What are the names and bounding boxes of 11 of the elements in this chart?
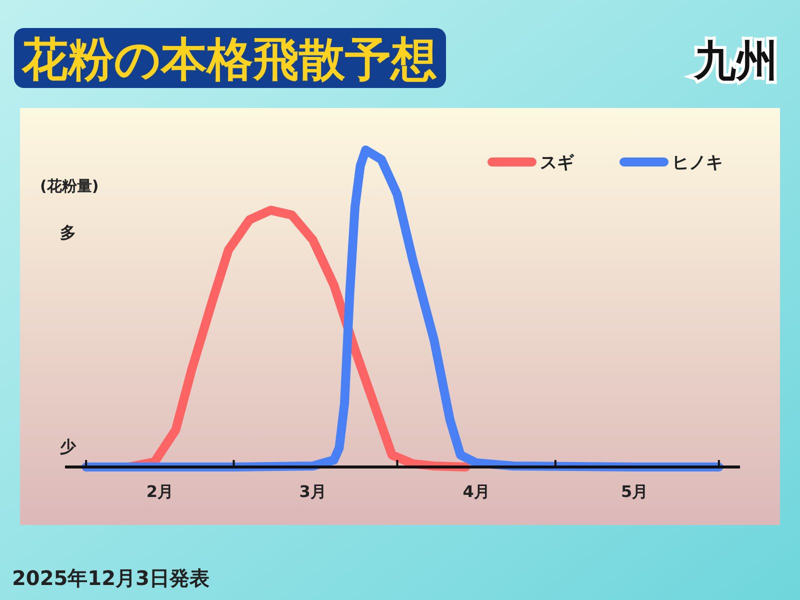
chart-title: 花粉の本格飛散予想 <box>21 32 437 86</box>
annotation: 多 <box>60 223 76 242</box>
x-tick-label: 5月 <box>620 482 648 501</box>
text: 2025年12月3日発表 <box>12 566 210 590</box>
x-tick-label: 4月 <box>462 482 490 501</box>
legend-label: スギ <box>540 153 575 173</box>
x-tick-label: 2月 <box>146 482 174 501</box>
annotation: 少 <box>60 437 77 456</box>
annotation: (花粉量) <box>40 177 99 195</box>
legend-label: ヒノキ <box>672 153 723 173</box>
x-tick-label: 3月 <box>299 482 326 501</box>
